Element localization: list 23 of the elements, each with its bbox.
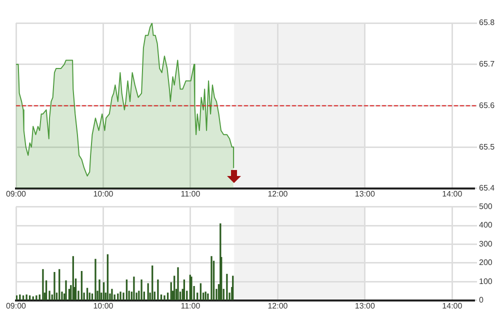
y-tick-label: 100 <box>479 276 493 286</box>
x-tick-label: 11:00 <box>180 189 201 198</box>
x-tick-label: 13:00 <box>354 189 376 198</box>
x-tick-label: 12:00 <box>268 189 288 198</box>
x-tick-label: 09:00 <box>6 189 27 198</box>
x-tick-label: 12:00 <box>268 301 288 310</box>
y-tick-label: 65.4 <box>479 184 496 193</box>
x-tick-label: 11:00 <box>180 301 201 310</box>
y-tick-label: 200 <box>479 258 493 268</box>
x-tick-label: 13:00 <box>354 301 376 310</box>
x-tick-label: 10:00 <box>93 301 114 310</box>
x-tick-label: 09:00 <box>6 301 27 310</box>
y-tick-label: 400 <box>479 220 493 230</box>
x-tick-label: 10:00 <box>93 189 114 198</box>
y-tick-label: 300 <box>479 239 493 248</box>
y-tick-label: 65.6 <box>479 100 496 110</box>
x-tick-label: 14:00 <box>442 189 463 198</box>
y-tick-label: 0 <box>479 296 484 305</box>
y-tick-label: 65.5 <box>479 142 496 152</box>
y-tick-label: 65.7 <box>479 60 496 69</box>
x-tick-label: 14:00 <box>442 301 463 310</box>
y-tick-label: 65.8 <box>479 18 496 28</box>
y-tick-label: 500 <box>479 202 493 212</box>
